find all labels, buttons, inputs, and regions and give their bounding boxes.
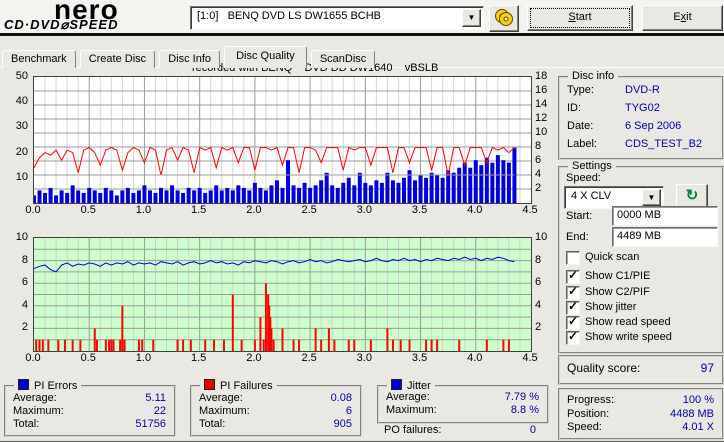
drive-selector-value: [1:0] BENQ DVD LS DW1655 BCHB — [197, 10, 382, 22]
settings-title: Settings — [568, 160, 616, 173]
pi-failures-stats-box: PI Failures Average: 0.08 Maximum: 6 Total… — [190, 379, 362, 437]
chevron-down-icon[interactable]: ▼ — [642, 189, 661, 206]
jitter-left-axis-labels: 10 8 6 4 2 — [15, 231, 28, 334]
chevron-down-icon[interactable]: ▼ — [462, 9, 481, 27]
drive-selector[interactable]: [1:0] BENQ DVD LS DW1655 BCHB ▼ — [190, 6, 484, 30]
start-button[interactable]: Start — [527, 5, 633, 31]
checkbox-icon[interactable] — [566, 285, 580, 300]
tab-benchmark[interactable]: Benchmark — [2, 50, 76, 68]
tab-create-disc[interactable]: Create Disc — [79, 50, 156, 68]
checkbox-icon[interactable] — [566, 269, 580, 284]
speed-select-value: 4 X CLV — [571, 190, 612, 202]
jitter-stats-box: Jitter Average: 7.79 % Maximum: 8.8 % — [377, 379, 549, 424]
exit-button[interactable]: Exit — [642, 5, 723, 31]
pi-errors-chart — [33, 76, 532, 204]
progress-box: Progress: 100 % Position: 4488 MB Speed: 4.… — [558, 388, 724, 440]
po-failures-row: PO failures: 0 — [384, 424, 536, 436]
disc-select-button[interactable] — [489, 5, 519, 32]
quality-score-box: Quality score: 97 — [558, 355, 724, 385]
jitter-average-value: 7.79 % — [504, 391, 539, 403]
pi-failures-title: PI Failures — [220, 380, 273, 392]
tab-disc-quality[interactable]: Disc Quality — [224, 46, 307, 68]
disc-label-value: CDS_TEST_B2 — [625, 138, 703, 150]
jitter-title: Jitter — [407, 380, 431, 392]
disc-id-value: TYG02 — [625, 102, 660, 114]
disc-info-box: Disc info Type: DVD-R ID: TYG02 Date: 6 Sep… — [558, 70, 724, 160]
pie-x-axis-labels: 0.0 0.5 1.0 1.5 2.0 2.5 3.0 3.5 4.0 4.5 — [25, 204, 538, 216]
pie-maximum-value: 22 — [153, 405, 166, 417]
speed-value: 4.01 X — [682, 421, 714, 433]
end-position-input[interactable]: 4489 MB — [612, 227, 718, 247]
logo-text-top: nero — [54, 0, 119, 25]
toolbar: nero CD·DVD⌀SPEED [1:0] BENQ DVD LS DW16… — [0, 0, 724, 36]
quality-score-value: 97 — [700, 361, 714, 375]
progress-value: 100 % — [682, 394, 714, 406]
jitter-right-axis-labels: 10 8 6 4 2 — [535, 231, 548, 334]
jitter-x-axis-labels: 0.0 0.5 1.0 1.5 2.0 2.5 3.0 3.5 4.0 4.5 — [25, 352, 538, 364]
end-position-label: End: — [566, 231, 589, 243]
pi-errors-stats-box: PI Errors Average: 5.11 Maximum: 22 Total:… — [4, 379, 176, 437]
pi-errors-legend-swatch — [18, 379, 29, 390]
jitter-legend-swatch — [391, 379, 402, 390]
pie-total-value: 51756 — [135, 418, 166, 430]
pi-errors-title: PI Errors — [34, 380, 78, 392]
pie-average-value: 5.11 — [145, 392, 166, 404]
settings-box: Settings — [558, 160, 724, 354]
pif-average-value: 0.08 — [330, 392, 352, 404]
pif-maximum-value: 6 — [345, 405, 352, 417]
checkbox-icon[interactable] — [566, 300, 580, 315]
position-value: 4488 MB — [669, 408, 714, 420]
jitter-chart — [33, 237, 532, 352]
disc-info-title: Disc info — [568, 70, 619, 83]
pie-left-axis-labels: 50 40 30 20 10 — [15, 70, 28, 183]
disc-stack-icon — [495, 9, 513, 26]
po-failures-value: 0 — [529, 424, 536, 436]
tab-disc-info[interactable]: Disc Info — [159, 50, 221, 68]
tab-bar: Benchmark Create Disc Disc Info Disc Qua… — [2, 46, 376, 68]
checkbox-icon[interactable] — [566, 251, 580, 265]
speed-label: Speed: — [566, 172, 601, 184]
pi-failures-legend-swatch — [204, 379, 215, 390]
speed-select[interactable]: 4 X CLV ▼ — [564, 186, 664, 209]
refresh-icon: ↻ — [685, 187, 699, 204]
disc-date-value: 6 Sep 2006 — [625, 120, 682, 132]
logo-text-bottom: CD·DVD⌀SPEED — [4, 17, 119, 32]
checkbox-icon[interactable] — [566, 330, 580, 345]
start-position-input[interactable]: 0000 MB — [612, 206, 718, 226]
jitter-maximum-value: 8.8 % — [510, 404, 539, 416]
quality-score-label: Quality score: — [567, 361, 641, 375]
start-position-label: Start: — [566, 210, 593, 222]
checkbox-icon[interactable] — [566, 315, 580, 330]
tab-scandisc[interactable]: ScanDisc — [310, 50, 376, 68]
pie-right-axis-labels: 18 16 14 12 10 8 6 4 2 — [535, 70, 548, 194]
disc-type-value: DVD-R — [625, 84, 660, 96]
pif-total-value: 905 — [333, 418, 352, 430]
